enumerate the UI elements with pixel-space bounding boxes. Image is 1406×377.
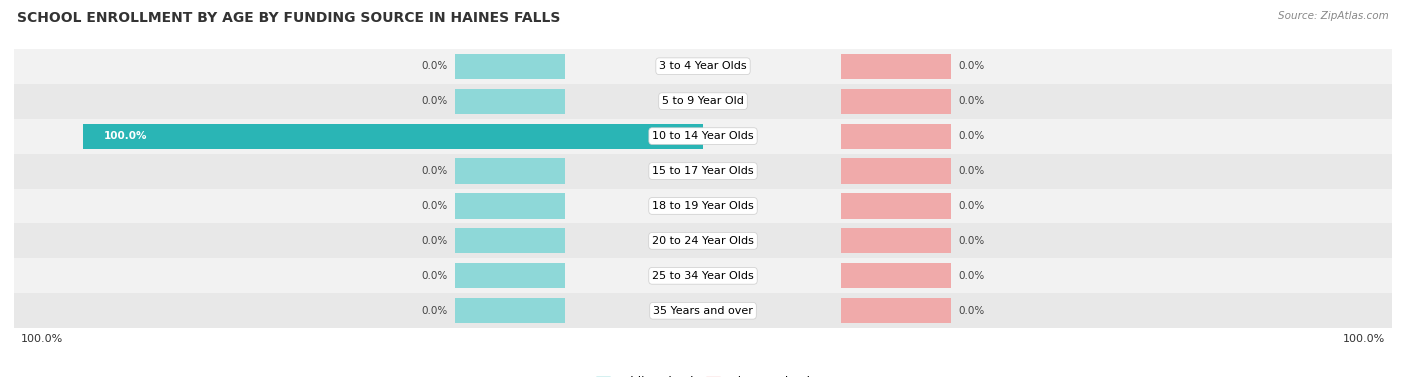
Text: 0.0%: 0.0% [422,61,449,71]
Text: 15 to 17 Year Olds: 15 to 17 Year Olds [652,166,754,176]
Text: 3 to 4 Year Olds: 3 to 4 Year Olds [659,61,747,71]
Bar [841,54,950,79]
Text: 0.0%: 0.0% [957,166,984,176]
Bar [841,89,950,114]
Bar [841,228,950,253]
Bar [14,188,1392,224]
Bar [14,153,1392,188]
Text: 0.0%: 0.0% [422,306,449,316]
Bar [456,89,565,114]
Text: 0.0%: 0.0% [957,306,984,316]
Text: 0.0%: 0.0% [957,271,984,281]
Text: 0.0%: 0.0% [422,271,449,281]
Text: 0.0%: 0.0% [957,236,984,246]
Text: 18 to 19 Year Olds: 18 to 19 Year Olds [652,201,754,211]
Bar [841,124,950,149]
Bar [456,158,565,184]
Bar [841,193,950,219]
Bar [14,224,1392,258]
Bar [14,84,1392,119]
Text: 5 to 9 Year Old: 5 to 9 Year Old [662,96,744,106]
Bar [83,124,703,149]
Text: 0.0%: 0.0% [422,201,449,211]
Bar [456,263,565,288]
Text: 100.0%: 100.0% [21,334,63,343]
Legend: Public School, Private School: Public School, Private School [596,376,810,377]
Text: 100.0%: 100.0% [104,131,148,141]
Bar [14,293,1392,328]
Text: 10 to 14 Year Olds: 10 to 14 Year Olds [652,131,754,141]
Text: 0.0%: 0.0% [422,166,449,176]
Text: 0.0%: 0.0% [422,236,449,246]
Bar [14,258,1392,293]
Text: Source: ZipAtlas.com: Source: ZipAtlas.com [1278,11,1389,21]
Bar [456,228,565,253]
Bar [841,298,950,323]
Text: 100.0%: 100.0% [1343,334,1385,343]
Text: 35 Years and over: 35 Years and over [652,306,754,316]
Text: 0.0%: 0.0% [422,96,449,106]
Bar [456,298,565,323]
Bar [841,158,950,184]
Text: 20 to 24 Year Olds: 20 to 24 Year Olds [652,236,754,246]
Text: 0.0%: 0.0% [957,131,984,141]
Text: 0.0%: 0.0% [957,201,984,211]
Bar [456,54,565,79]
Bar [14,49,1392,84]
Text: 0.0%: 0.0% [957,61,984,71]
Bar [456,193,565,219]
Text: SCHOOL ENROLLMENT BY AGE BY FUNDING SOURCE IN HAINES FALLS: SCHOOL ENROLLMENT BY AGE BY FUNDING SOUR… [17,11,560,25]
Bar [841,263,950,288]
Text: 25 to 34 Year Olds: 25 to 34 Year Olds [652,271,754,281]
Bar [14,119,1392,153]
Text: 0.0%: 0.0% [957,96,984,106]
